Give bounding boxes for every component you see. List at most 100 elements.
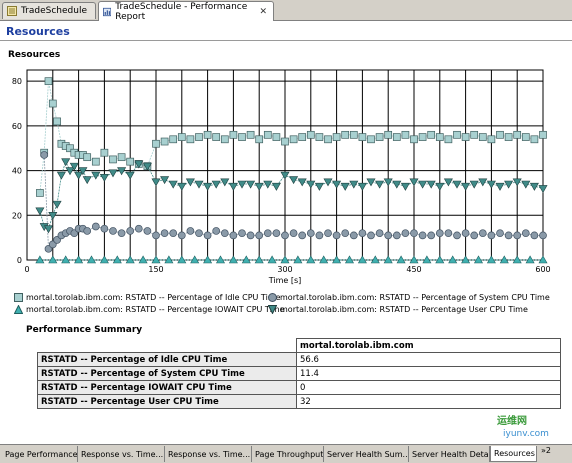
- tab-tradeschedule[interactable]: TradeSchedule: [2, 2, 96, 19]
- data-point: [427, 130, 436, 139]
- tab-response-vs-time-1[interactable]: Response vs. Time...: [78, 446, 165, 462]
- tab-resources[interactable]: Resources: [490, 446, 537, 462]
- data-point: [324, 135, 332, 144]
- data-point: [525, 255, 535, 264]
- tab-response-vs-time-2[interactable]: Response vs. Time...: [165, 446, 252, 462]
- data-point: [228, 182, 238, 191]
- x-tick-label: 600: [535, 265, 550, 274]
- data-point: [109, 227, 117, 235]
- data-point: [263, 130, 272, 139]
- data-point: [521, 229, 530, 238]
- data-point: [401, 229, 410, 238]
- data-point: [211, 180, 221, 189]
- data-point: [461, 229, 470, 238]
- legend-item-iowait: mortal.torolab.ibm.com: RSTATD -- Percen…: [14, 305, 285, 314]
- tab-page-throughput[interactable]: Page Throughput: [252, 446, 324, 462]
- data-point: [538, 185, 548, 194]
- column-header: mortal.torolab.ibm.com: [296, 338, 561, 353]
- series-line: [43, 154, 543, 250]
- data-point: [473, 255, 484, 264]
- data-point: [160, 176, 170, 185]
- data-point: [298, 231, 307, 240]
- data-point: [324, 229, 332, 238]
- data-point: [453, 231, 461, 240]
- legend-item-system: mortal.torolab.ibm.com: RSTATD -- Percen…: [268, 293, 550, 302]
- data-point: [43, 225, 54, 234]
- data-point: [332, 133, 341, 141]
- data-point: [280, 255, 290, 264]
- data-point: [212, 227, 221, 235]
- data-point: [100, 148, 109, 157]
- data-point: [384, 231, 393, 240]
- data-point: [375, 180, 385, 189]
- data-point: [469, 180, 479, 189]
- data-point: [229, 231, 238, 240]
- triangle-down-marker-icon: [268, 305, 277, 314]
- data-point: [74, 255, 84, 264]
- data-point: [504, 133, 513, 141]
- data-point: [126, 157, 135, 166]
- tab-server-health-summary[interactable]: Server Health Sum...: [324, 446, 409, 462]
- data-point: [203, 255, 213, 264]
- data-point: [427, 231, 436, 240]
- data-point: [448, 255, 458, 264]
- close-icon[interactable]: ✕: [259, 6, 267, 17]
- data-point: [44, 77, 53, 86]
- data-point: [53, 117, 61, 126]
- data-point: [48, 255, 58, 264]
- data-point: [91, 171, 101, 180]
- data-point: [418, 133, 427, 141]
- data-point: [194, 180, 204, 189]
- data-point: [99, 173, 109, 182]
- chart-title: Resources: [8, 50, 61, 60]
- data-point: [344, 255, 355, 264]
- tab-page-performance[interactable]: Page Performance: [2, 446, 78, 462]
- x-tick-label: 300: [277, 265, 292, 274]
- data-point: [401, 130, 410, 139]
- tab-performance-report[interactable]: TradeSchedule - Performance Report ✕: [98, 1, 274, 22]
- data-point: [168, 180, 178, 189]
- data-point: [418, 231, 427, 240]
- data-point: [100, 224, 109, 233]
- data-point: [215, 255, 226, 264]
- data-point: [40, 151, 49, 159]
- data-point: [61, 158, 71, 167]
- data-point: [461, 255, 471, 264]
- data-point: [504, 180, 514, 189]
- data-point: [78, 167, 88, 176]
- data-point: [504, 231, 513, 240]
- data-point: [452, 180, 462, 189]
- row-value: 56.6: [296, 352, 561, 367]
- data-point: [48, 211, 58, 220]
- data-point: [203, 231, 212, 240]
- data-point: [220, 135, 229, 144]
- data-point: [349, 130, 358, 139]
- row-value: 11.4: [296, 366, 561, 381]
- data-point: [375, 133, 384, 141]
- data-point: [65, 167, 75, 176]
- data-point: [461, 133, 470, 141]
- data-point: [289, 229, 298, 238]
- tab-label: Page Throughput: [255, 449, 324, 459]
- data-point: [112, 255, 122, 264]
- data-point: [143, 227, 152, 235]
- data-point: [169, 135, 178, 144]
- data-point: [91, 157, 100, 166]
- data-point: [383, 255, 393, 264]
- data-point: [190, 255, 200, 264]
- data-point: [298, 133, 307, 141]
- data-point: [487, 135, 496, 144]
- data-point: [422, 255, 432, 264]
- data-point: [185, 178, 195, 187]
- more-tabs-button[interactable]: »2: [541, 446, 551, 455]
- data-point: [478, 229, 487, 238]
- tab-server-health-detail[interactable]: Server Health Detail: [409, 446, 490, 462]
- legend-label: mortal.torolab.ibm.com: RSTATD -- Percen…: [26, 305, 285, 314]
- report-tab-bar: Page Performance Response vs. Time... Re…: [0, 444, 572, 463]
- data-point: [238, 229, 246, 238]
- data-point: [495, 182, 505, 191]
- legend-label: mortal.torolab.ibm.com: RSTATD -- Percen…: [280, 305, 528, 314]
- data-point: [36, 189, 44, 197]
- data-point: [271, 182, 281, 191]
- data-point: [349, 180, 359, 189]
